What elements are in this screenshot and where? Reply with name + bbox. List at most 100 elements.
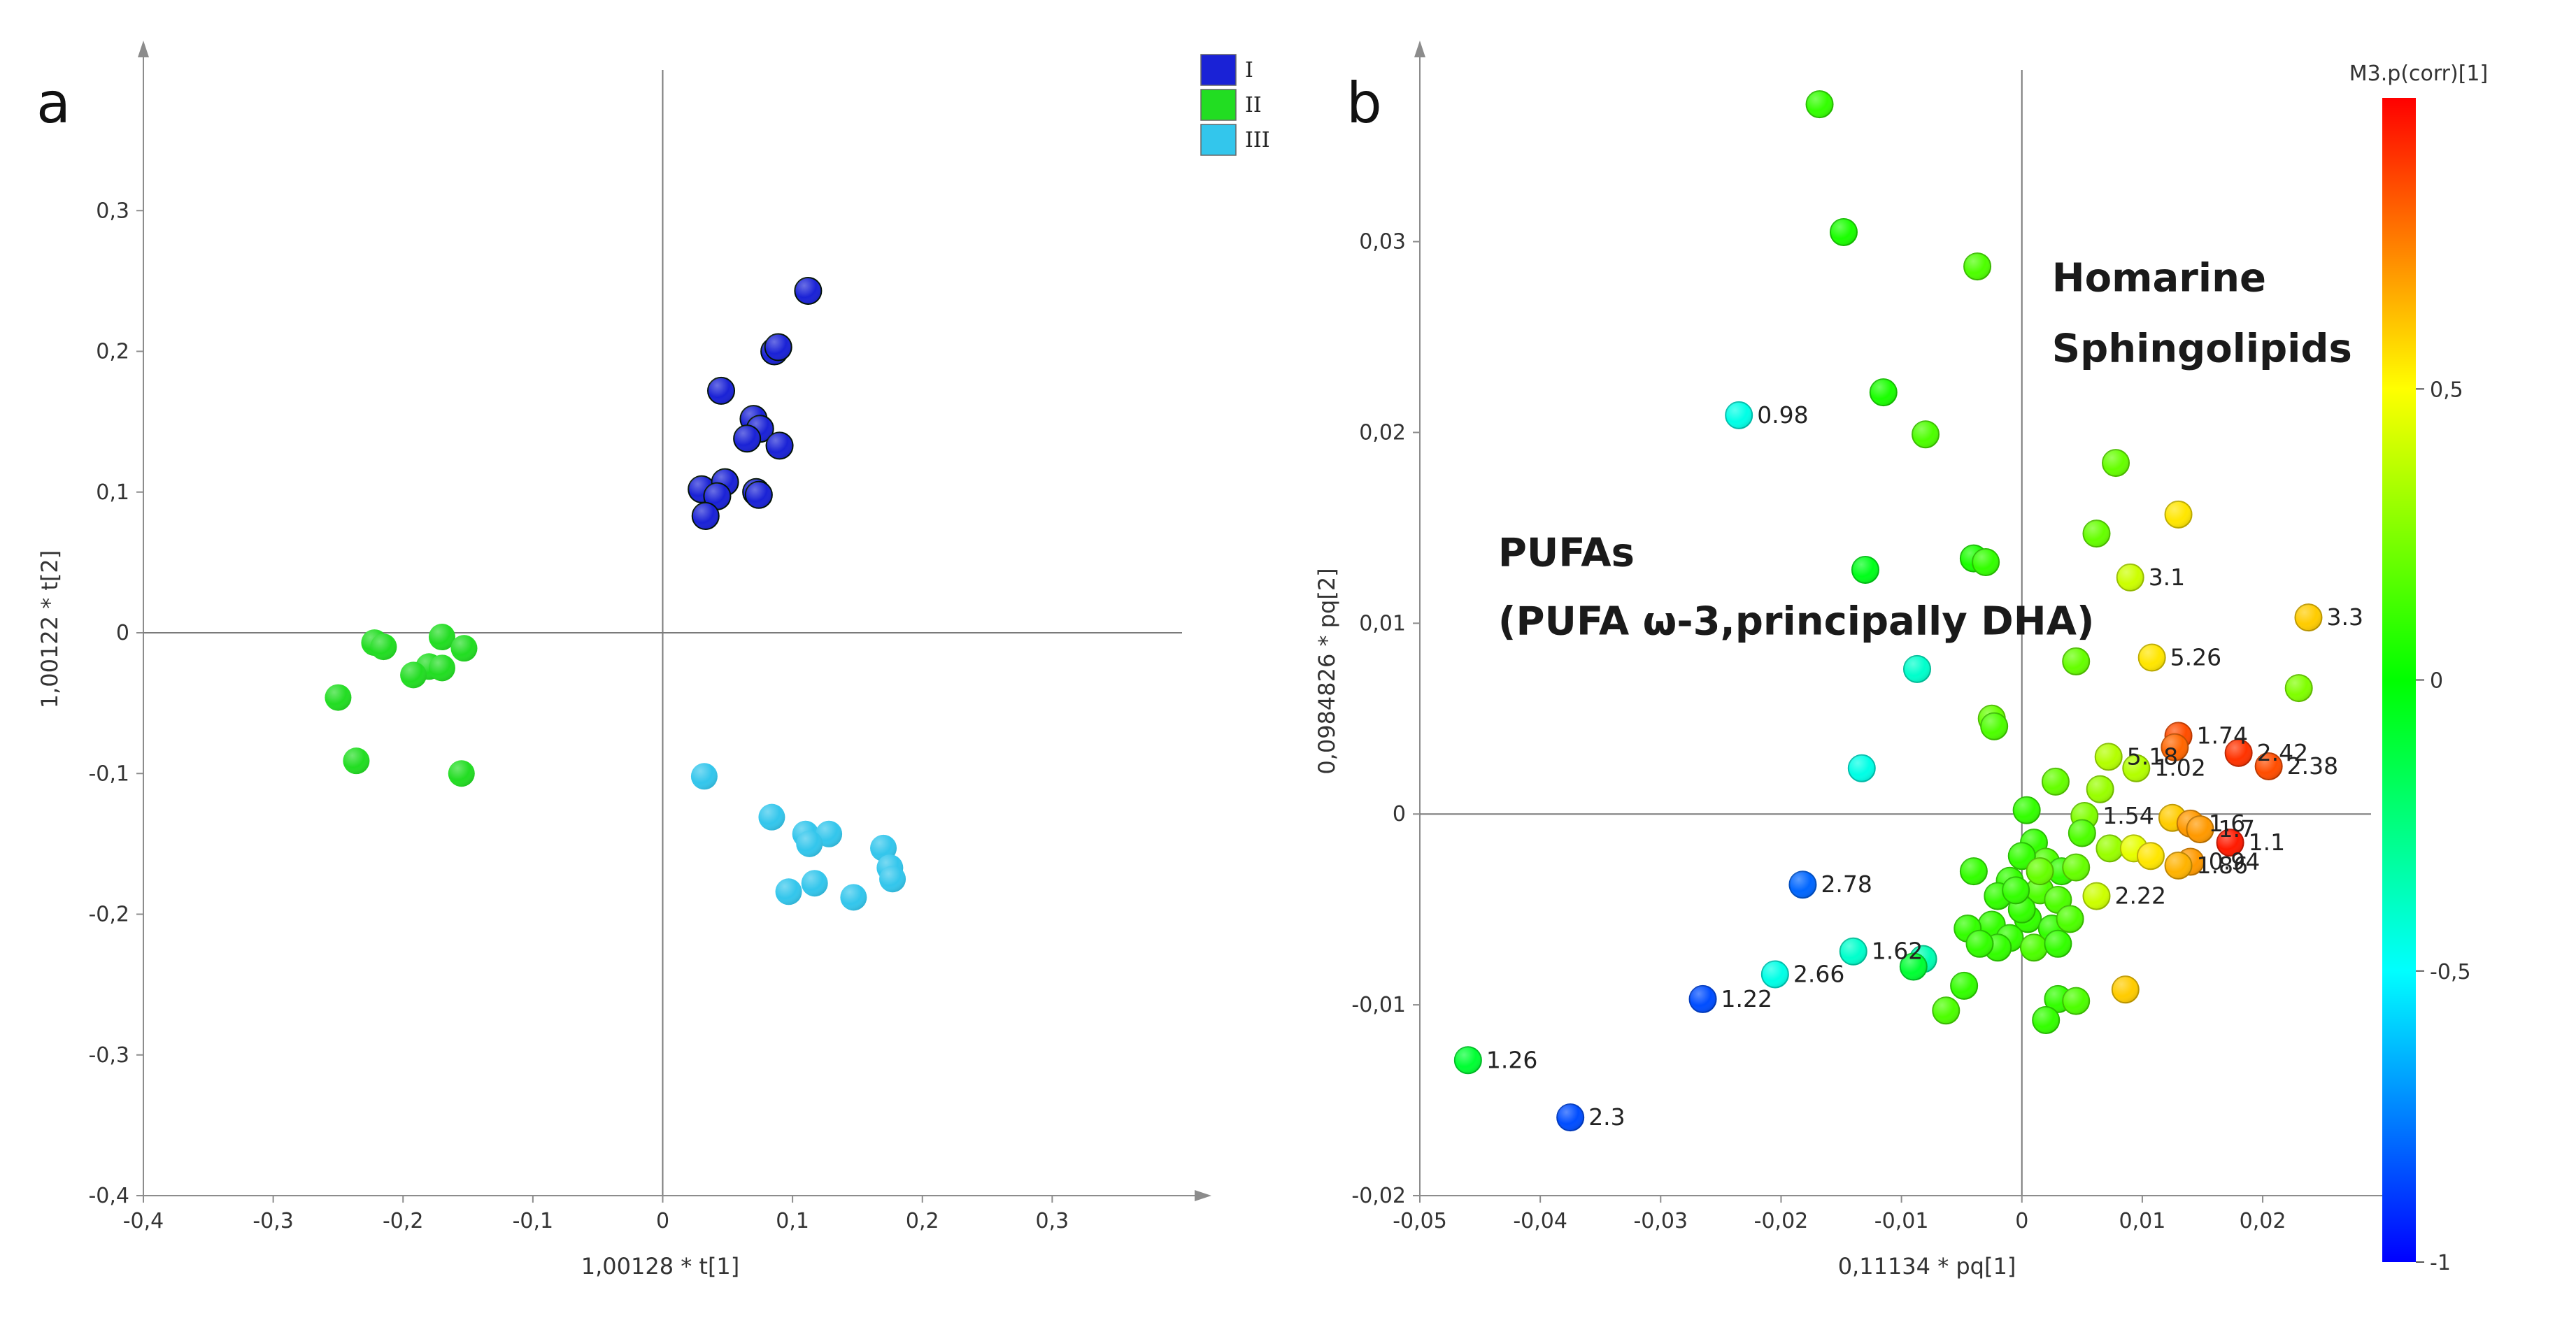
data-point-shading	[1725, 401, 1753, 429]
data-point-shading	[2285, 675, 2312, 702]
data-point-shading	[2295, 604, 2322, 631]
x-tick-label: 0,3	[1036, 1209, 1069, 1233]
annotation-text: PUFAs	[1498, 530, 1635, 575]
y-tick-label: 0,1	[96, 480, 129, 505]
point-label: 2.3	[1588, 1103, 1625, 1131]
point-label: 2.66	[1793, 960, 1844, 987]
data-point-shading	[2063, 647, 2090, 675]
data-point-shading	[2086, 775, 2114, 803]
annotation-text: Sphingolipids	[2052, 327, 2352, 372]
panel-b-ticks: -0,05 -0,04 -0,03 -0,02 -0,01 0 0,01 0,02 0,03 0,…	[1351, 230, 2286, 1233]
panel-a-x-axis-label: 1,00128 * t[1]	[581, 1253, 740, 1280]
point-label: 0.94	[2209, 847, 2260, 875]
panel-b-colorbar: M3.p(corr)[1] 0,5 0 -0,5 -1	[2349, 62, 2488, 1275]
point-label: 1.02	[2154, 754, 2205, 782]
data-point-shading	[2042, 768, 2069, 795]
point-label: 1.1	[2249, 829, 2285, 856]
point-label: 1.54	[2102, 802, 2154, 829]
data-point-shading	[2002, 877, 2030, 904]
panel-b-point-labels: 0.98 3.1 3.3 5.26 5.18 1.74 2.422.38 1.021.54 1.…	[1486, 401, 2363, 1131]
y-axis-arrow	[138, 41, 149, 57]
data-point-shading	[2063, 987, 2090, 1015]
data-point-shading	[2116, 564, 2144, 591]
data-point-shading	[1830, 218, 1857, 245]
panel-a-axes	[138, 41, 1211, 1201]
legend-swatch-I	[1200, 54, 1237, 86]
point-label: 1.6	[2209, 810, 2245, 837]
point-label: 2.78	[1821, 871, 1872, 898]
data-point-shading	[2044, 930, 2072, 957]
data-point-shading	[1689, 985, 1716, 1012]
panel-b-points	[1453, 90, 2323, 1132]
data-point-shading	[840, 884, 867, 911]
data-point-shading	[1557, 1104, 1584, 1131]
x-tick-label: -0,1	[513, 1209, 554, 1233]
data-point-shading	[1960, 858, 1987, 885]
annotation-text: Homarine	[2052, 256, 2266, 301]
data-point-shading	[1900, 953, 1927, 980]
data-point-shading	[2095, 743, 2122, 771]
y-tick-label: 0,01	[1359, 611, 1406, 636]
data-point-shading	[325, 684, 352, 711]
data-point-shading	[801, 870, 828, 897]
data-point-shading	[1870, 379, 1897, 406]
data-point-shading	[370, 633, 397, 661]
x-axis-arrow	[1195, 1190, 1211, 1201]
data-point-shading	[2013, 796, 2040, 824]
y-tick-label: 0	[116, 621, 129, 645]
data-point-shading	[2020, 934, 2047, 961]
legend-label-I: I	[1245, 58, 1253, 83]
y-tick-label: -0,4	[88, 1184, 129, 1208]
data-point-shading	[2026, 858, 2054, 885]
y-axis-arrow	[1414, 41, 1425, 57]
data-point-shading	[1761, 961, 1788, 988]
point-label: 3.1	[2149, 564, 2185, 591]
x-tick-label: -0,04	[1513, 1209, 1567, 1233]
data-point-shading	[775, 878, 802, 905]
data-point-shading	[2216, 829, 2244, 857]
legend-swatch-III	[1200, 124, 1237, 156]
colorbar-tick-label: 0	[2430, 669, 2443, 694]
data-point-shading	[1903, 655, 1930, 682]
point-label: 2.38	[2287, 752, 2338, 780]
y-tick-label: -0,02	[1351, 1184, 1406, 1208]
data-point-shading	[2068, 819, 2095, 847]
data-point-shading	[766, 432, 793, 459]
data-point-shading	[1951, 972, 1978, 999]
data-point-shading	[400, 661, 427, 689]
data-point-shading	[2008, 843, 2035, 870]
x-tick-label: 0,01	[2119, 1209, 2166, 1233]
x-tick-label: 0,1	[776, 1209, 809, 1233]
legend-swatch-II	[1200, 89, 1237, 121]
panel-b-y-axis-label: 0,0984826 * pq[2]	[1314, 568, 1340, 774]
data-point-shading	[1966, 930, 1993, 957]
y-tick-label: 0,3	[96, 199, 129, 223]
data-point-shading	[745, 481, 772, 508]
data-point-shading	[758, 803, 785, 831]
y-tick-label: 0	[1393, 802, 1406, 826]
panel-b-axes	[1414, 41, 2400, 1201]
x-tick-label: 0	[2015, 1209, 2028, 1233]
x-tick-label: -0,2	[383, 1209, 424, 1233]
data-point-shading	[343, 747, 370, 775]
data-point-shading	[796, 830, 823, 857]
y-tick-label: 0,03	[1359, 230, 1406, 255]
x-tick-label: -0,4	[123, 1209, 164, 1233]
data-point-shading	[734, 425, 761, 452]
panel-b-scatter: b -0,05 -0,04 -0,03 -0,02 -0,01 0 0,01 0,02 0,03…	[1314, 41, 2488, 1280]
point-label: 1.7	[2219, 815, 2255, 843]
legend-label-III: III	[1245, 128, 1270, 152]
data-point-shading	[2063, 854, 2090, 881]
data-point-shading	[692, 502, 719, 529]
x-tick-label: 0,2	[906, 1209, 939, 1233]
x-tick-label: -0,03	[1633, 1209, 1688, 1233]
y-tick-label: 0,02	[1359, 420, 1406, 445]
data-point-shading	[428, 624, 455, 651]
y-tick-label: -0,1	[88, 761, 129, 786]
data-point-shading	[428, 654, 455, 682]
x-tick-label: 0,02	[2240, 1209, 2286, 1233]
y-tick-label: -0,3	[88, 1043, 129, 1068]
data-point-shading	[1789, 871, 1816, 898]
colorbar-tick-label: -1	[2430, 1251, 2451, 1275]
